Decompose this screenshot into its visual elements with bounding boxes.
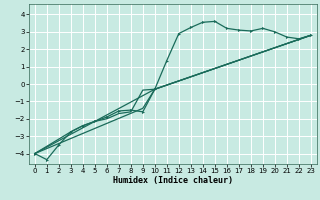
X-axis label: Humidex (Indice chaleur): Humidex (Indice chaleur): [113, 176, 233, 185]
